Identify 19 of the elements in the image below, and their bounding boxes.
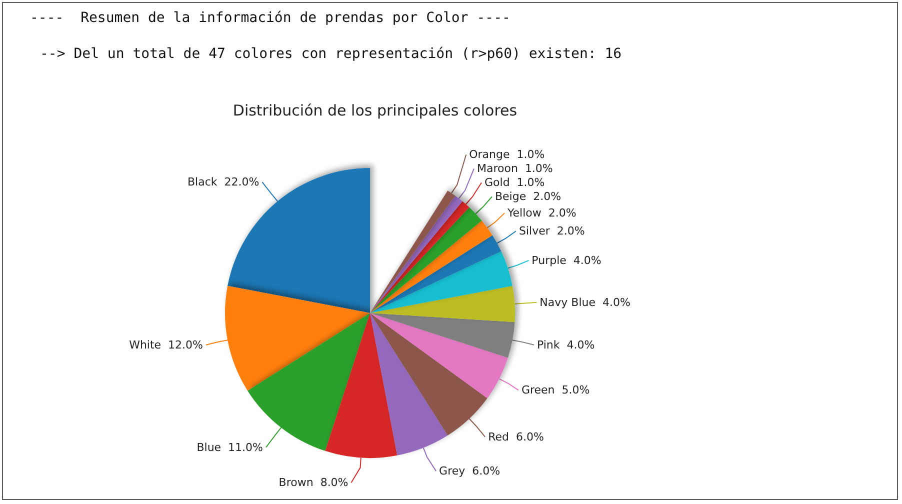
slice-label: Purple 4.0% <box>532 254 602 267</box>
slice-label: Blue 11.0% <box>196 440 263 454</box>
slice-label: Yellow 2.0% <box>506 206 576 220</box>
slice-label: Maroon 1.0% <box>477 162 553 176</box>
slice-label: Black 22.0% <box>187 176 260 189</box>
slice-label: Silver 2.0% <box>518 224 585 238</box>
slice-label: White 12.0% <box>129 338 204 352</box>
slice-label: Red 6.0% <box>488 430 544 444</box>
slice-label: Navy Blue 4.0% <box>540 296 630 309</box>
slice-label: Green 5.0% <box>521 384 590 397</box>
slice-label: Orange 1.0% <box>469 148 545 162</box>
chart-title: Distribución de los principales colores <box>232 102 518 120</box>
slice-label: Brown 8.0% <box>278 476 348 490</box>
text: --> Del un total de 47 colores con representación (r>p60) existen: 16 <box>40 46 622 62</box>
slice-label: Gold 1.0% <box>484 176 545 190</box>
slice-label: Grey 6.0% <box>439 464 500 478</box>
text: ---- Resumen de la información de prendas por Color ---- <box>30 10 510 26</box>
slice-label: Pink 4.0% <box>536 338 595 352</box>
slice-label: Beige 2.0% <box>494 190 562 204</box>
